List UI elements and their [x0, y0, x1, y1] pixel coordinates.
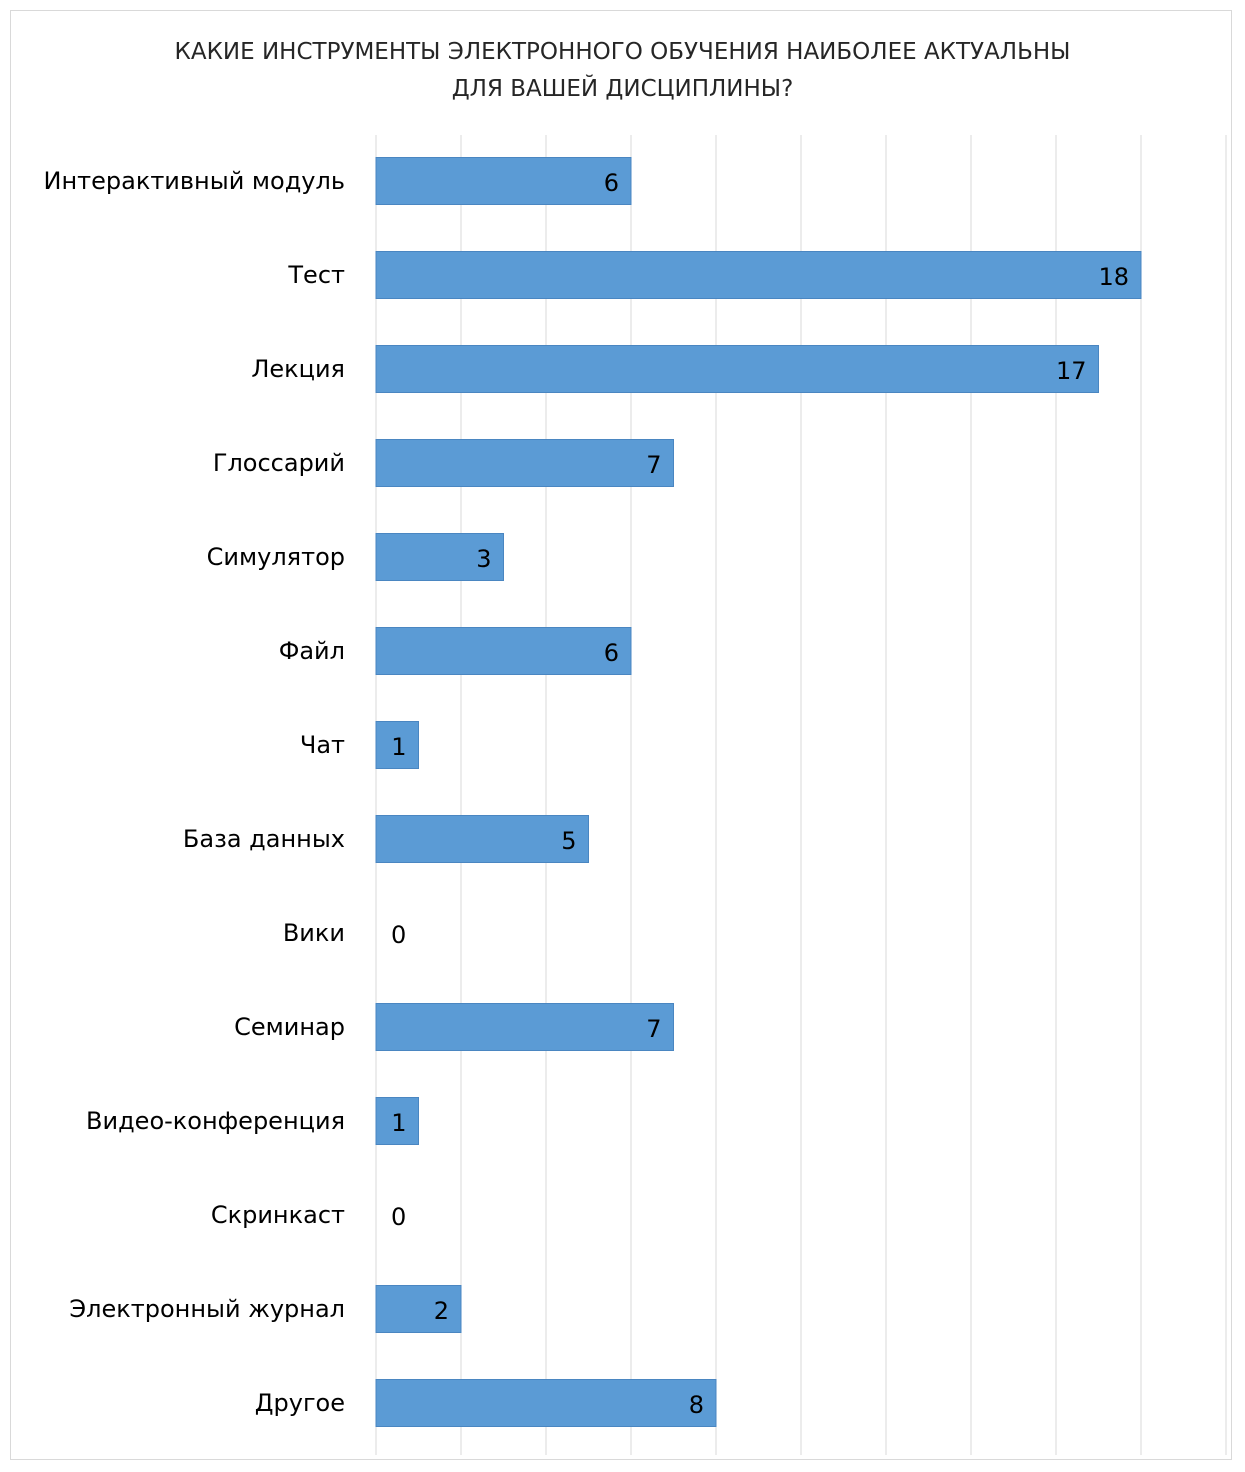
- bar: [375, 533, 504, 581]
- data-label: 5: [561, 827, 576, 855]
- data-label: 6: [604, 639, 619, 667]
- bar: [375, 1003, 674, 1051]
- category-label: Видео-конференция: [86, 1107, 345, 1135]
- category-label: Симулятор: [207, 543, 345, 571]
- data-label: 0: [391, 921, 406, 949]
- category-label: Глоссарий: [213, 449, 345, 477]
- category-label: Чат: [300, 731, 345, 759]
- bar: [375, 251, 1142, 299]
- chart-title-line-2: ДЛЯ ВАШЕЙ ДИСЦИПЛИНЫ?: [451, 76, 794, 102]
- data-label: 8: [689, 1391, 704, 1419]
- chart-title: КАКИЕ ИНСТРУМЕНТЫ ЭЛЕКТРОННОГО ОБУЧЕНИЯ …: [0, 34, 1245, 108]
- data-label: 6: [604, 169, 619, 197]
- category-label: Файл: [279, 637, 345, 665]
- data-label: 1: [391, 1109, 406, 1137]
- category-label: Тест: [287, 261, 345, 289]
- category-label: Лекция: [251, 355, 345, 383]
- data-label: 18: [1098, 263, 1129, 291]
- chart-title-line-1: КАКИЕ ИНСТРУМЕНТЫ ЭЛЕКТРОННОГО ОБУЧЕНИЯ …: [174, 39, 1071, 65]
- category-label: Электронный журнал: [69, 1295, 345, 1323]
- category-label: Интерактивный модуль: [44, 167, 346, 195]
- data-label: 7: [646, 451, 661, 479]
- bar: [375, 345, 1099, 393]
- category-label: Вики: [283, 919, 345, 947]
- bar: [375, 1379, 717, 1427]
- bar: [375, 721, 419, 769]
- bar: [375, 815, 589, 863]
- category-label: Семинар: [234, 1013, 345, 1041]
- data-label: 1: [391, 733, 406, 761]
- bar: [375, 1097, 419, 1145]
- bar: [375, 439, 674, 487]
- data-label: 0: [391, 1203, 406, 1231]
- data-label: 3: [476, 545, 491, 573]
- category-label: База данных: [183, 825, 345, 853]
- bar: [375, 627, 632, 675]
- data-label: 2: [434, 1297, 449, 1325]
- bar: [375, 157, 632, 205]
- category-label: Другое: [255, 1389, 345, 1417]
- category-label: Скринкаст: [211, 1201, 345, 1229]
- bar: [375, 1285, 462, 1333]
- data-label: 7: [646, 1015, 661, 1043]
- data-label: 17: [1056, 357, 1087, 385]
